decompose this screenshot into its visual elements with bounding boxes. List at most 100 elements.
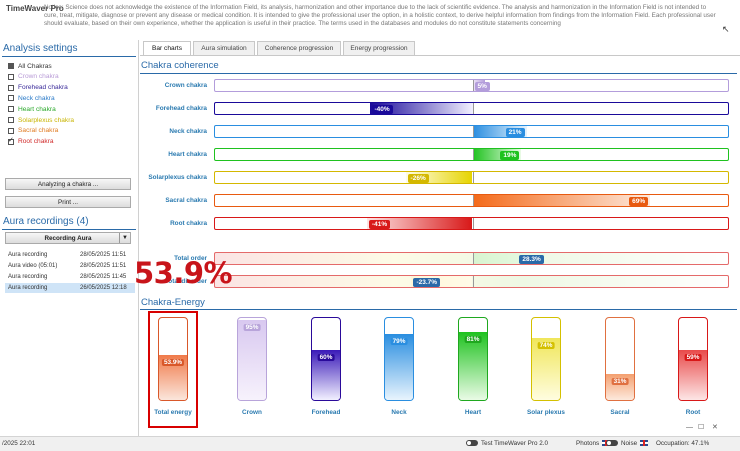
energy-value-tag: 31% [611, 377, 629, 385]
chakra-checkbox-row[interactable]: Neck chakra [8, 93, 55, 103]
energy-column-label: Forehead [311, 409, 341, 416]
chakra-checkbox-label: Heart chakra [18, 105, 56, 113]
chakra-checkbox-row[interactable]: Root chakra [8, 136, 54, 147]
minimize-icon[interactable]: — [686, 424, 693, 431]
recording-name: Aura recording [8, 252, 48, 258]
tab-coherence-progression[interactable]: Coherence progression [257, 41, 341, 55]
coherence-bar-fill [411, 276, 473, 287]
coherence-bar-fill [472, 253, 546, 264]
checkbox[interactable] [8, 84, 14, 91]
coherence-value-tag: -41% [368, 220, 391, 229]
energy-column: 53.9% [158, 317, 188, 401]
coherence-bar-track: 19% [214, 148, 729, 161]
status-bar: /2025 22:01 Test TimeWaver Pro 2.0 Photo… [0, 436, 740, 451]
coherence-bar-fill [472, 126, 527, 137]
energy-value-tag: 53.9% [161, 358, 185, 366]
chakra-checkbox-row[interactable]: Solarplexus chakra [8, 115, 74, 125]
checkbox[interactable] [8, 127, 14, 134]
chakra-checkbox-row[interactable]: Crown chakra [8, 72, 59, 82]
zero-line [472, 149, 474, 160]
zero-line [472, 126, 474, 137]
recording-name: Aura recording [8, 274, 48, 280]
coherence-bar-track: 5% [214, 79, 729, 92]
tab-aura-simulation[interactable]: Aura simulation [193, 41, 255, 55]
coherence-value-tag: -40% [371, 105, 393, 114]
chakra-checkbox-label: Forehead chakra [18, 84, 68, 92]
mouse-cursor-icon: ↖ [722, 24, 730, 34]
checkbox[interactable] [8, 95, 14, 102]
zero-line [472, 276, 474, 287]
left-panel: Analysis settings All Chakras Crown chakr… [0, 40, 139, 436]
zero-line [472, 195, 474, 206]
energy-column: 60% [311, 317, 341, 401]
chakra-checkbox-label: Neck chakra [18, 94, 55, 102]
checkbox[interactable] [8, 117, 14, 123]
toggle-icon[interactable] [466, 440, 478, 447]
energy-column-label: Root [685, 409, 701, 416]
noise-label: Noise [621, 440, 638, 447]
total-energy-overlay-value: 53.9% [134, 256, 233, 290]
recording-date: 26/05/2025 12:18 [80, 285, 127, 291]
photons-indicator[interactable]: Photons [576, 440, 611, 447]
chakra-checkbox-row[interactable]: Heart chakra [8, 104, 56, 114]
energy-value-tag: 59% [684, 354, 702, 362]
zero-line [472, 218, 474, 229]
coherence-bar-track: -26% [214, 171, 729, 184]
photons-label: Photons [576, 440, 600, 447]
tab-energy-progression[interactable]: Energy progression [343, 41, 415, 55]
close-icon[interactable]: ✕ [712, 424, 718, 431]
recording-row[interactable]: Aura recording 28/05/2025 11:51 [5, 250, 135, 260]
recording-date: 28/05/2025 11:51 [80, 263, 127, 269]
coherence-bar-fill [366, 218, 473, 229]
noise-indicator[interactable]: Noise [606, 440, 649, 447]
recording-row[interactable]: Aura video (05:01) 28/05/2025 11:51 [5, 261, 135, 271]
chakra-checkbox-label: Crown chakra [18, 73, 59, 81]
chakra-checkbox-label: Sacral chakra [18, 127, 59, 135]
zero-line [472, 80, 474, 91]
energy-column: 95% [237, 317, 267, 401]
tab-divider [140, 55, 740, 56]
energy-value-tag: 60% [317, 353, 335, 361]
print-button[interactable]: Print ... [5, 196, 131, 208]
toggle-icon[interactable] [606, 440, 618, 447]
energy-value-tag: 74% [537, 341, 555, 349]
coherence-value-tag: 28.3% [519, 255, 544, 264]
chakra-coherence-title: Chakra coherence [141, 60, 219, 71]
chakra-energy-title: Chakra-Energy [141, 297, 205, 308]
coherence-bar-fill [472, 149, 522, 160]
recording-aura-dropdown[interactable]: Recording Aura ▼ [5, 232, 131, 244]
energy-column-label: Sacral [610, 409, 630, 416]
chakra-checkbox-row[interactable]: All Chakras [8, 61, 52, 71]
test-mode-label: Test TimeWaver Pro 2.0 [481, 440, 548, 447]
recording-row[interactable]: Aura recording 26/05/2025 12:18 [5, 283, 135, 293]
checkbox[interactable] [8, 63, 14, 69]
tab-bar-charts[interactable]: Bar charts [143, 41, 191, 56]
coherence-bar-track: -23.7% [214, 275, 729, 288]
energy-column-fill [238, 320, 266, 400]
energy-column-label: Crown [242, 409, 262, 416]
checkbox[interactable] [8, 73, 14, 80]
test-mode-toggle[interactable]: Test TimeWaver Pro 2.0 [466, 440, 548, 447]
divider [140, 309, 737, 310]
maximize-icon[interactable]: ☐ [698, 424, 705, 431]
coherence-bar-fill [405, 172, 473, 183]
recording-row[interactable]: Aura recording 28/05/2025 11:45 [5, 272, 135, 282]
analyze-chakra-button[interactable]: Analyzing a chakra ... [5, 178, 131, 190]
energy-column-label: Total energy [154, 409, 192, 416]
coherence-value-tag: -26% [407, 174, 429, 183]
dropdown-arrow-icon[interactable]: ▼ [119, 233, 130, 243]
energy-value-tag: 79% [390, 337, 408, 345]
coherence-value-tag: 5% [474, 82, 490, 91]
recording-aura-label: Recording Aura [44, 235, 92, 242]
flag-icon [640, 440, 649, 447]
chakra-checkbox-row[interactable]: Forehead chakra [8, 83, 68, 93]
energy-column: 81% [458, 317, 488, 401]
checkbox[interactable] [8, 136, 14, 145]
energy-column-label: Heart [464, 409, 482, 416]
coherence-bar-fill [472, 195, 651, 206]
chakra-checkbox-row[interactable]: Sacral chakra [8, 126, 58, 136]
checkbox[interactable] [8, 106, 14, 113]
chakra-checkbox-label: All Chakras [18, 62, 52, 70]
energy-value-tag: 95% [243, 324, 261, 332]
bar-label: Total disorder [164, 278, 207, 285]
